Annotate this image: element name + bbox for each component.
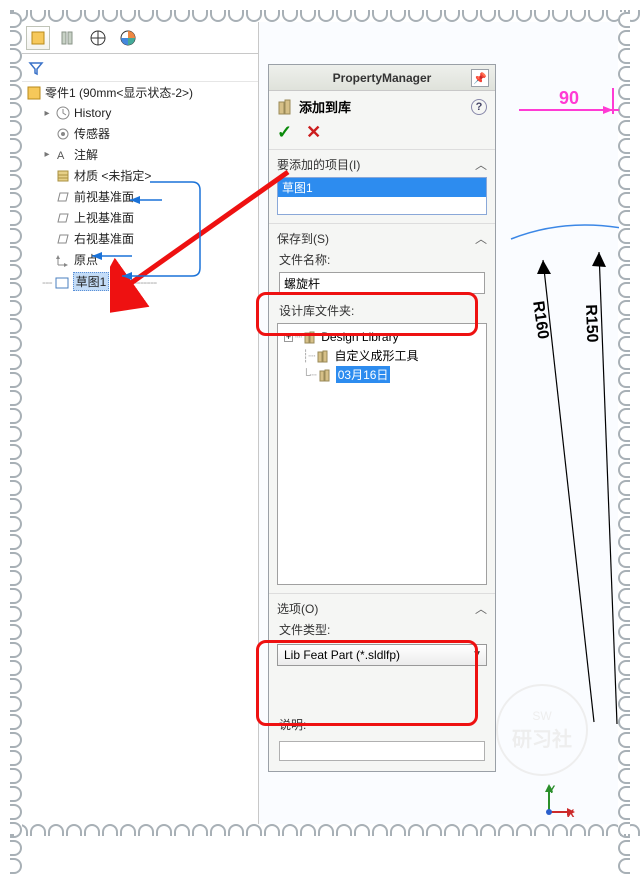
tree-item-label: 前视基准面 [74,188,134,205]
folder-label: 设计库文件夹: [269,300,495,321]
part-title: 零件1 (90mm<显示状态-2>) [45,84,193,101]
feature-tree: 零件1 (90mm<显示状态-2>) ▸ History 传感器 ▸ A 注解材质 <未指… [22,82,258,293]
tree-item-label: 上视基准面 [74,209,134,226]
dim-r150: R150 [581,304,600,343]
section-saveto-label: 保存到(S) [277,230,329,247]
tree-item-label: 传感器 [74,125,110,142]
tab-property-manager[interactable] [56,26,80,50]
pm-head-text: 添加到库 [299,97,351,116]
property-manager-panel: PropertyManager 📌 添加到库 ? ✓ ✕ 要添加的项目(I) ︿ [268,64,496,772]
expand-icon[interactable]: ▸ [42,149,52,160]
tree-item[interactable]: ▸ History [38,103,258,123]
tree-item[interactable]: 前视基准面 [38,186,258,207]
tree-item[interactable]: 右视基准面 [38,228,258,249]
ok-button[interactable]: ✓ [277,122,292,143]
watermark-big: 研习社 [512,723,572,752]
section-options-label: 选项(O) [277,600,318,617]
section-options[interactable]: 选项(O) ︿ [269,593,495,619]
chevron-up-icon: ︿ [475,156,487,173]
feature-manager-tabs [22,22,258,54]
funnel-icon[interactable] [28,60,44,76]
chevron-up-icon: ︿ [475,230,487,247]
tree-item[interactable]: 材质 <未指定> [38,165,258,186]
section-saveto[interactable]: 保存到(S) ︿ [269,223,495,249]
library-icon [277,99,293,115]
tree-item-icon: A [55,147,71,163]
pin-icon[interactable]: 📌 [471,69,489,87]
tree-item-label: 材质 <未指定> [74,167,151,184]
tree-item-label: History [74,106,111,120]
items-listbox[interactable]: 草图1 [277,177,487,215]
pm-titlebar: PropertyManager 📌 [269,65,495,91]
chevron-up-icon: ︿ [475,600,487,617]
items-selected[interactable]: 草图1 [278,178,486,197]
tree-item-label: 注解 [74,146,98,163]
tree-item-icon [55,189,71,205]
section-items[interactable]: 要添加的项目(I) ︿ [269,149,495,175]
folder-tree[interactable]: + ┈ Design Library ┊┈ 自定义成形工具 └┈ 03月16日 [277,323,487,585]
expand-icon[interactable]: ▸ [42,108,52,119]
tree-item-icon [55,231,71,247]
tree-item[interactable]: 原点 [38,249,258,270]
tree-item[interactable]: 传感器 [38,123,258,144]
part-icon [26,85,42,101]
tree-item-sketch-selected[interactable]: - - - 草图1 - - - - - - - - - - - - - - [38,270,258,293]
filter-row [22,54,258,82]
tab-appearance[interactable] [116,26,140,50]
desc-label: 说明: [269,714,495,735]
watermark-small: SW [532,709,551,723]
cancel-button[interactable]: ✕ [306,122,321,143]
axis-y-label: Y [548,784,555,796]
folder-stack-icon [303,329,319,345]
folder-stack-icon [318,367,334,383]
part-root[interactable]: 零件1 (90mm<显示状态-2>) [22,82,258,103]
graphics-area[interactable]: 90 R160 R150 Y X SW 研习社 [259,22,618,824]
tree-item-icon [55,210,71,226]
expand-icon[interactable]: + [284,333,293,342]
pm-header: 添加到库 ? [269,91,495,122]
section-items-label: 要添加的项目(I) [277,156,360,173]
svg-text:A: A [57,150,65,162]
watermark: SW 研习社 [496,684,588,776]
desc-input[interactable] [279,741,485,761]
tree-item[interactable]: ▸ A 注解 [38,144,258,165]
help-icon[interactable]: ? [471,99,487,115]
tree-item-label: 原点 [74,251,98,268]
file-type-label: 文件类型: [269,619,495,640]
feature-manager-pane: 零件1 (90mm<显示状态-2>) ▸ History 传感器 ▸ A 注解材质 <未指… [22,22,259,824]
pm-title-text: PropertyManager [333,71,432,85]
sketch-icon [54,274,70,290]
tab-feature-tree[interactable] [26,26,50,50]
sketch-label: 草图1 [73,272,110,291]
chevron-down-icon: ▼ [472,649,482,660]
tree-item-icon [55,126,71,142]
file-name-label: 文件名称: [269,249,495,270]
tree-item-icon [55,252,71,268]
tree-item-label: 右视基准面 [74,230,134,247]
folder-child1[interactable]: 自定义成形工具 [334,347,418,364]
tree-item-icon [55,168,71,184]
folder-stack-icon [316,348,332,364]
dim-90: 90 [559,88,579,109]
tree-item[interactable]: 上视基准面 [38,207,258,228]
file-type-value: Lib Feat Part (*.sldlfp) [284,648,400,662]
file-name-input[interactable] [279,272,485,294]
file-type-dropdown[interactable]: Lib Feat Part (*.sldlfp) ▼ [277,644,487,666]
folder-root[interactable]: Design Library [321,330,398,344]
tree-item-icon [55,105,71,121]
pm-ok-cancel: ✓ ✕ [269,122,495,149]
axis-x-label: X [567,808,574,820]
tab-configuration[interactable] [86,26,110,50]
folder-child-selected[interactable]: 03月16日 [336,366,391,383]
